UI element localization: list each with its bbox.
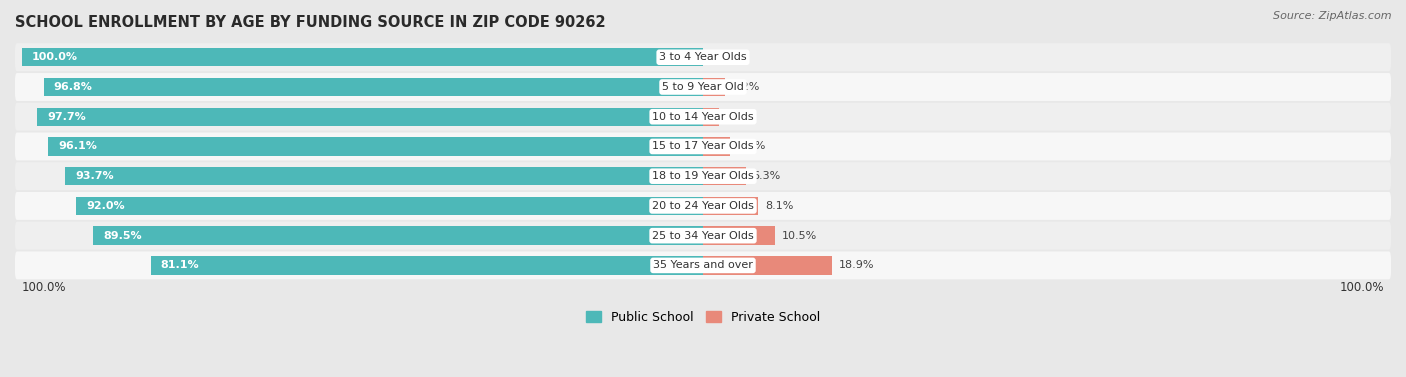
Text: 96.8%: 96.8% bbox=[53, 82, 93, 92]
Text: 4.0%: 4.0% bbox=[737, 141, 765, 152]
Bar bbox=[703, 256, 832, 274]
Text: 100.0%: 100.0% bbox=[22, 281, 66, 294]
Bar bbox=[703, 107, 720, 126]
Text: 96.1%: 96.1% bbox=[59, 141, 97, 152]
Bar bbox=[150, 256, 703, 274]
Text: 6.3%: 6.3% bbox=[752, 171, 780, 181]
Text: 97.7%: 97.7% bbox=[48, 112, 86, 122]
Legend: Public School, Private School: Public School, Private School bbox=[581, 305, 825, 328]
Bar bbox=[76, 197, 703, 215]
Text: 92.0%: 92.0% bbox=[87, 201, 125, 211]
Bar bbox=[703, 167, 747, 185]
Text: 2.4%: 2.4% bbox=[725, 112, 755, 122]
Text: 10 to 14 Year Olds: 10 to 14 Year Olds bbox=[652, 112, 754, 122]
Text: 20 to 24 Year Olds: 20 to 24 Year Olds bbox=[652, 201, 754, 211]
Bar bbox=[48, 137, 703, 156]
Bar bbox=[22, 48, 703, 66]
Text: 5 to 9 Year Old: 5 to 9 Year Old bbox=[662, 82, 744, 92]
Bar bbox=[703, 227, 775, 245]
Text: 15 to 17 Year Olds: 15 to 17 Year Olds bbox=[652, 141, 754, 152]
Bar bbox=[93, 227, 703, 245]
FancyBboxPatch shape bbox=[15, 192, 1391, 220]
Text: 100.0%: 100.0% bbox=[32, 52, 77, 62]
Text: 81.1%: 81.1% bbox=[160, 261, 200, 270]
FancyBboxPatch shape bbox=[15, 132, 1391, 161]
Bar bbox=[44, 78, 703, 96]
FancyBboxPatch shape bbox=[15, 73, 1391, 101]
FancyBboxPatch shape bbox=[15, 103, 1391, 131]
FancyBboxPatch shape bbox=[15, 222, 1391, 250]
Bar bbox=[703, 78, 725, 96]
Bar bbox=[65, 167, 703, 185]
Text: 100.0%: 100.0% bbox=[1340, 281, 1384, 294]
Text: SCHOOL ENROLLMENT BY AGE BY FUNDING SOURCE IN ZIP CODE 90262: SCHOOL ENROLLMENT BY AGE BY FUNDING SOUR… bbox=[15, 15, 606, 30]
FancyBboxPatch shape bbox=[15, 251, 1391, 279]
Text: 18.9%: 18.9% bbox=[838, 261, 875, 270]
Text: 93.7%: 93.7% bbox=[75, 171, 114, 181]
Text: 10.5%: 10.5% bbox=[782, 231, 817, 241]
Text: 89.5%: 89.5% bbox=[104, 231, 142, 241]
Text: 35 Years and over: 35 Years and over bbox=[652, 261, 754, 270]
Bar bbox=[38, 107, 703, 126]
Text: 18 to 19 Year Olds: 18 to 19 Year Olds bbox=[652, 171, 754, 181]
FancyBboxPatch shape bbox=[15, 162, 1391, 190]
Text: 8.1%: 8.1% bbox=[765, 201, 793, 211]
Text: Source: ZipAtlas.com: Source: ZipAtlas.com bbox=[1274, 11, 1392, 21]
Text: 3 to 4 Year Olds: 3 to 4 Year Olds bbox=[659, 52, 747, 62]
Bar bbox=[703, 197, 758, 215]
Text: 25 to 34 Year Olds: 25 to 34 Year Olds bbox=[652, 231, 754, 241]
FancyBboxPatch shape bbox=[15, 43, 1391, 71]
Bar bbox=[703, 137, 730, 156]
Text: 3.2%: 3.2% bbox=[731, 82, 761, 92]
Text: 0.0%: 0.0% bbox=[710, 52, 738, 62]
